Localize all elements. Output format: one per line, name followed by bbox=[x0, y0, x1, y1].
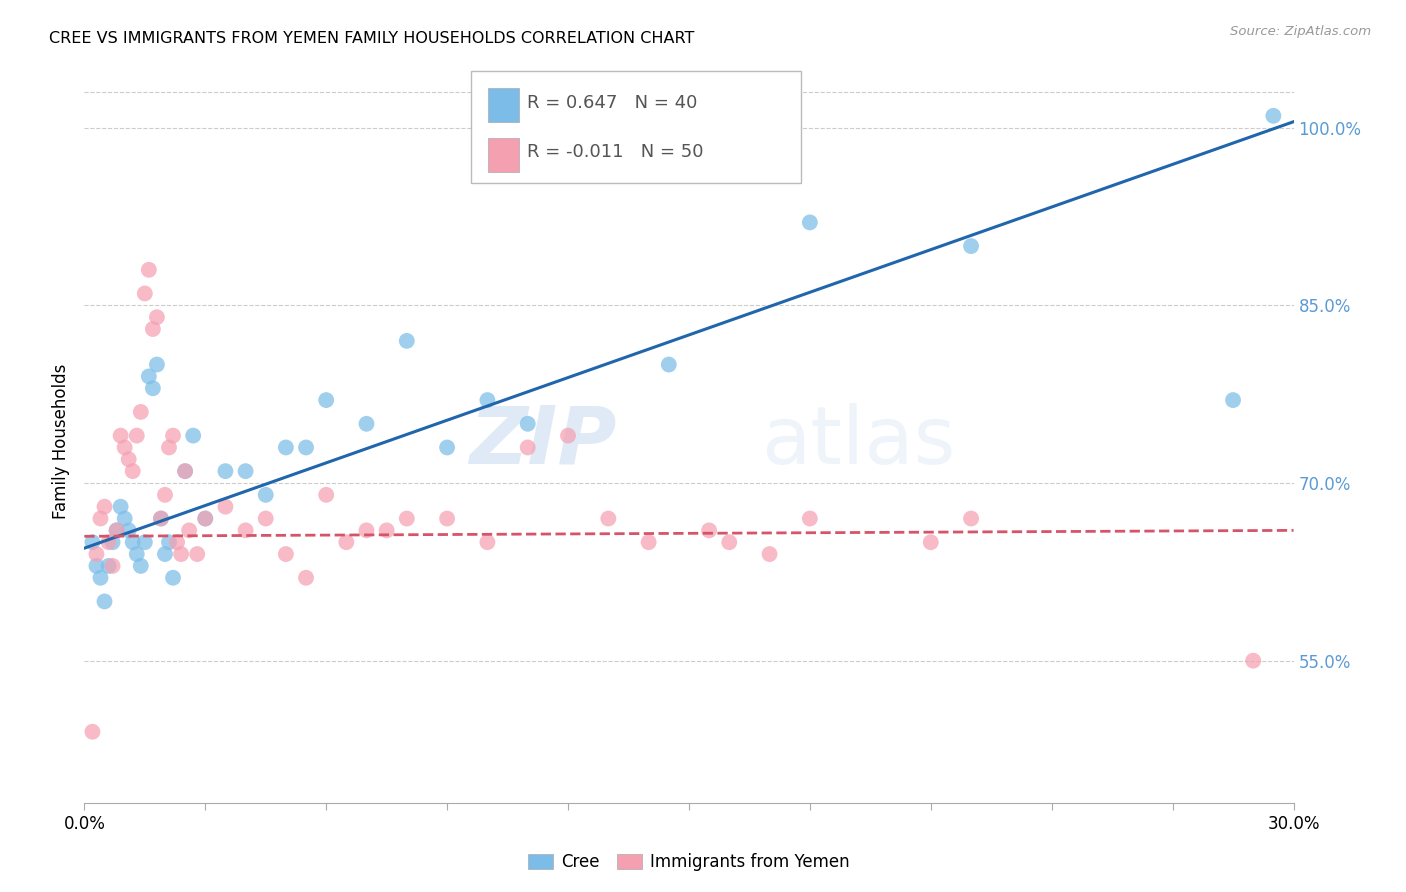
Point bbox=[960, 511, 983, 525]
Point bbox=[114, 511, 136, 525]
Point bbox=[129, 405, 152, 419]
Point bbox=[157, 535, 180, 549]
Text: R = -0.011   N = 50: R = -0.011 N = 50 bbox=[527, 143, 704, 161]
Point bbox=[335, 535, 357, 549]
Point bbox=[105, 524, 128, 538]
Point bbox=[149, 511, 172, 525]
Point bbox=[146, 310, 169, 325]
Point bbox=[138, 262, 160, 277]
Point bbox=[162, 428, 184, 442]
Point bbox=[142, 322, 165, 336]
Point bbox=[375, 524, 398, 538]
Point bbox=[194, 511, 217, 525]
Point bbox=[181, 428, 204, 442]
Point bbox=[93, 594, 115, 608]
Point bbox=[149, 511, 172, 525]
Text: ZIP: ZIP bbox=[470, 402, 616, 481]
Point bbox=[153, 488, 176, 502]
Text: atlas: atlas bbox=[762, 402, 956, 481]
Point bbox=[142, 381, 165, 395]
Point bbox=[356, 524, 378, 538]
Point bbox=[86, 558, 108, 573]
Point bbox=[121, 535, 143, 549]
Point bbox=[516, 417, 538, 431]
Point bbox=[799, 215, 821, 229]
Point bbox=[477, 393, 499, 408]
Point bbox=[110, 500, 132, 514]
Legend: Cree, Immigrants from Yemen: Cree, Immigrants from Yemen bbox=[522, 847, 856, 878]
Point bbox=[194, 511, 217, 525]
Point bbox=[121, 464, 143, 478]
Point bbox=[436, 441, 458, 455]
Point bbox=[125, 428, 148, 442]
Point bbox=[186, 547, 208, 561]
Point bbox=[101, 535, 124, 549]
Point bbox=[179, 524, 201, 538]
Point bbox=[125, 547, 148, 561]
Point bbox=[174, 464, 197, 478]
Point bbox=[235, 464, 257, 478]
Point bbox=[960, 239, 983, 253]
Point bbox=[697, 524, 720, 538]
Point bbox=[315, 488, 337, 502]
Point bbox=[153, 547, 176, 561]
Text: R = 0.647   N = 40: R = 0.647 N = 40 bbox=[527, 94, 697, 112]
Point bbox=[254, 488, 277, 502]
Point bbox=[138, 369, 160, 384]
Point bbox=[295, 571, 318, 585]
Point bbox=[356, 417, 378, 431]
Point bbox=[157, 441, 180, 455]
Point bbox=[637, 535, 659, 549]
Point bbox=[1241, 654, 1264, 668]
Point bbox=[82, 535, 104, 549]
Point bbox=[718, 535, 741, 549]
Point bbox=[174, 464, 197, 478]
Point bbox=[118, 452, 141, 467]
Point bbox=[214, 464, 236, 478]
Point bbox=[97, 558, 120, 573]
Point bbox=[89, 511, 111, 525]
Point bbox=[146, 358, 169, 372]
Point bbox=[129, 558, 152, 573]
Point bbox=[395, 511, 418, 525]
Point bbox=[82, 724, 104, 739]
Point bbox=[166, 535, 188, 549]
Point bbox=[101, 558, 124, 573]
Point bbox=[799, 511, 821, 525]
Point bbox=[89, 571, 111, 585]
Point bbox=[295, 441, 318, 455]
Point bbox=[97, 535, 120, 549]
Point bbox=[436, 511, 458, 525]
Point bbox=[598, 511, 620, 525]
Point bbox=[170, 547, 193, 561]
Point bbox=[235, 524, 257, 538]
Point bbox=[658, 358, 681, 372]
Point bbox=[920, 535, 942, 549]
Point bbox=[1222, 393, 1244, 408]
Point bbox=[557, 428, 579, 442]
Point bbox=[758, 547, 780, 561]
Point bbox=[214, 500, 236, 514]
Text: CREE VS IMMIGRANTS FROM YEMEN FAMILY HOUSEHOLDS CORRELATION CHART: CREE VS IMMIGRANTS FROM YEMEN FAMILY HOU… bbox=[49, 31, 695, 46]
Point bbox=[110, 428, 132, 442]
Point bbox=[395, 334, 418, 348]
Point bbox=[477, 535, 499, 549]
Point bbox=[274, 547, 297, 561]
Point bbox=[86, 547, 108, 561]
Point bbox=[1263, 109, 1285, 123]
Point bbox=[254, 511, 277, 525]
Point bbox=[516, 441, 538, 455]
Point bbox=[162, 571, 184, 585]
Point bbox=[118, 524, 141, 538]
Point bbox=[274, 441, 297, 455]
Point bbox=[134, 535, 156, 549]
Point bbox=[134, 286, 156, 301]
Text: Source: ZipAtlas.com: Source: ZipAtlas.com bbox=[1230, 25, 1371, 38]
Point bbox=[105, 524, 128, 538]
Point bbox=[114, 441, 136, 455]
Point bbox=[93, 500, 115, 514]
Point bbox=[315, 393, 337, 408]
Y-axis label: Family Households: Family Households bbox=[52, 364, 70, 519]
